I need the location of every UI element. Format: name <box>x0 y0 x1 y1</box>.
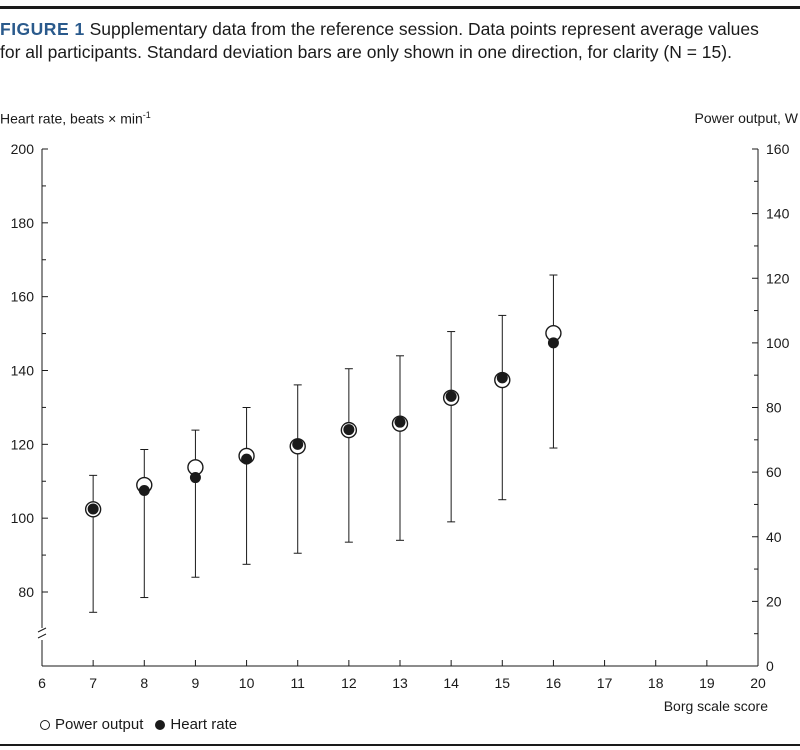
x-tick-label: 18 <box>648 675 664 691</box>
y-left-axis-title: Heart rate, beats × min-1 <box>0 110 151 127</box>
y-axis-break-mark <box>37 633 47 639</box>
y-right-tick-label: 40 <box>766 529 782 545</box>
y-left-tick-label: 120 <box>11 436 35 452</box>
y-left-axis-title-superscript: -1 <box>142 110 151 120</box>
y-right-tick-label: 160 <box>766 141 790 157</box>
y-left-tick-label: 100 <box>11 510 35 526</box>
y-left-tick-label: 180 <box>11 215 35 231</box>
y-right-tick-label: 80 <box>766 400 782 416</box>
legend-label-power-output: Power output <box>55 716 144 733</box>
heart-rate-point <box>496 372 508 384</box>
x-tick-label: 9 <box>192 675 200 691</box>
y-left-tick-label: 80 <box>18 584 34 600</box>
heart-rate-point <box>241 453 253 465</box>
top-rule <box>0 6 800 9</box>
x-tick-label: 19 <box>699 675 715 691</box>
x-tick-label: 17 <box>597 675 613 691</box>
heart-rate-point <box>394 416 406 428</box>
y-right-tick-label: 140 <box>766 206 790 222</box>
y-left-axis-title-text: Heart rate, beats × min <box>0 110 143 127</box>
bottom-rule <box>0 744 800 746</box>
heart-rate-point <box>189 472 201 484</box>
heart-rate-point <box>138 484 150 496</box>
x-tick-label: 16 <box>546 675 562 691</box>
y-axis-break-mark <box>37 627 47 633</box>
heart-rate-point <box>87 503 99 515</box>
figure-caption: FIGURE 1 Supplementary data from the ref… <box>0 18 760 64</box>
y-right-tick-label: 0 <box>766 658 774 674</box>
x-axis-title: Borg scale score <box>663 698 768 714</box>
x-tick-label: 14 <box>443 675 459 691</box>
open-circle-icon <box>40 719 50 730</box>
y-left-tick-label: 200 <box>11 141 35 157</box>
legend-label-heart-rate: Heart rate <box>170 716 238 733</box>
legend-item-heart-rate: Heart rate <box>155 716 237 733</box>
y-right-tick-label: 60 <box>766 464 782 480</box>
x-tick-label: 20 <box>750 675 766 691</box>
legend-item-power-output: Power output <box>40 716 143 733</box>
y-left-tick-label: 140 <box>11 363 35 379</box>
x-tick-label: 8 <box>140 675 148 691</box>
x-tick-label: 12 <box>341 675 357 691</box>
heart-rate-point <box>343 424 355 436</box>
heart-rate-point <box>547 337 559 349</box>
y-right-tick-label: 120 <box>766 270 790 286</box>
x-tick-label: 11 <box>290 675 305 691</box>
heart-rate-point <box>445 390 457 402</box>
heart-rate-point <box>292 438 304 450</box>
y-right-tick-label: 100 <box>766 335 790 351</box>
x-tick-label: 10 <box>239 675 255 691</box>
x-tick-label: 13 <box>392 675 408 691</box>
figure-label: FIGURE 1 <box>0 19 85 39</box>
y-left-tick-label: 160 <box>11 289 35 305</box>
x-tick-label: 6 <box>38 675 46 691</box>
figure-caption-text: Supplementary data from the reference se… <box>0 19 759 62</box>
legend: Power output Heart rate <box>40 716 249 733</box>
x-tick-label: 7 <box>89 675 97 691</box>
filled-circle-icon <box>155 719 166 730</box>
x-tick-label: 15 <box>494 675 510 691</box>
y-right-axis-title: Power output, W <box>694 110 799 126</box>
y-right-tick-label: 20 <box>766 593 782 609</box>
